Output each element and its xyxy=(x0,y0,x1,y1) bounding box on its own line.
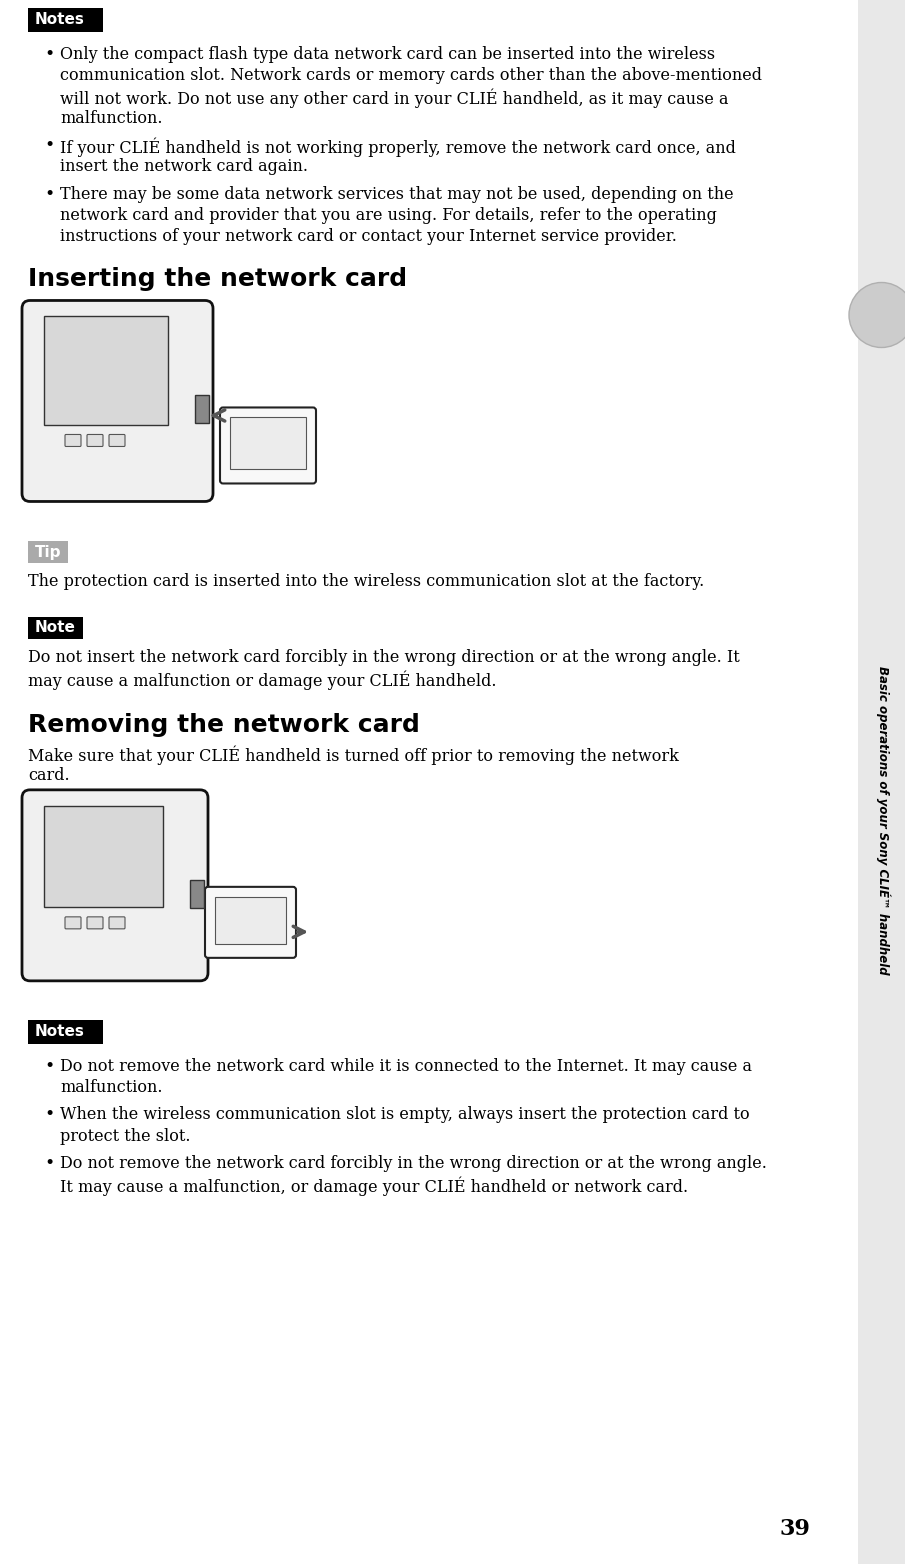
FancyBboxPatch shape xyxy=(109,435,125,446)
Text: insert the network card again.: insert the network card again. xyxy=(60,158,308,175)
FancyBboxPatch shape xyxy=(22,300,213,502)
Text: When the wireless communication slot is empty, always insert the protection card: When the wireless communication slot is … xyxy=(60,1106,749,1123)
Text: There may be some data network services that may not be used, depending on the: There may be some data network services … xyxy=(60,186,734,203)
Text: malfunction.: malfunction. xyxy=(60,1079,163,1096)
FancyBboxPatch shape xyxy=(65,917,81,929)
Text: may cause a malfunction or damage your CLIÉ handheld.: may cause a malfunction or damage your C… xyxy=(28,669,497,690)
FancyBboxPatch shape xyxy=(87,917,103,929)
FancyBboxPatch shape xyxy=(87,435,103,446)
Text: Do not remove the network card while it is connected to the Internet. It may cau: Do not remove the network card while it … xyxy=(60,1057,752,1074)
FancyBboxPatch shape xyxy=(205,887,296,957)
Text: Do not insert the network card forcibly in the wrong direction or at the wrong a: Do not insert the network card forcibly … xyxy=(28,649,739,666)
FancyBboxPatch shape xyxy=(28,1020,103,1043)
Text: It may cause a malfunction, or damage your CLIÉ handheld or network card.: It may cause a malfunction, or damage yo… xyxy=(60,1176,688,1196)
Text: •: • xyxy=(44,138,54,155)
FancyBboxPatch shape xyxy=(44,316,168,425)
Text: Notes: Notes xyxy=(35,13,85,28)
FancyBboxPatch shape xyxy=(109,917,125,929)
Text: If your CLIÉ handheld is not working properly, remove the network card once, and: If your CLIÉ handheld is not working pro… xyxy=(60,138,736,156)
Text: Note: Note xyxy=(35,621,76,635)
FancyBboxPatch shape xyxy=(220,408,316,483)
Text: 39: 39 xyxy=(779,1519,810,1541)
Text: Do not remove the network card forcibly in the wrong direction or at the wrong a: Do not remove the network card forcibly … xyxy=(60,1154,767,1171)
FancyBboxPatch shape xyxy=(65,435,81,446)
Text: communication slot. Network cards or memory cards other than the above-mentioned: communication slot. Network cards or mem… xyxy=(60,67,762,84)
Text: protect the slot.: protect the slot. xyxy=(60,1128,190,1145)
Text: Make sure that your CLIÉ handheld is turned off prior to removing the network: Make sure that your CLIÉ handheld is tur… xyxy=(28,746,679,765)
Text: instructions of your network card or contact your Internet service provider.: instructions of your network card or con… xyxy=(60,228,677,246)
FancyBboxPatch shape xyxy=(195,396,209,424)
Text: Notes: Notes xyxy=(35,1024,85,1040)
FancyBboxPatch shape xyxy=(215,896,286,943)
Text: card.: card. xyxy=(28,766,70,784)
FancyBboxPatch shape xyxy=(22,790,208,981)
Text: Tip: Tip xyxy=(35,544,62,560)
FancyBboxPatch shape xyxy=(190,881,204,907)
Text: Basic operations of your Sony CLIÉ™ handheld: Basic operations of your Sony CLIÉ™ hand… xyxy=(876,666,891,974)
Text: •: • xyxy=(44,45,54,63)
FancyBboxPatch shape xyxy=(858,0,905,1564)
FancyBboxPatch shape xyxy=(44,805,163,907)
FancyBboxPatch shape xyxy=(230,418,306,469)
Text: The protection card is inserted into the wireless communication slot at the fact: The protection card is inserted into the… xyxy=(28,574,704,591)
FancyBboxPatch shape xyxy=(28,541,68,563)
Text: will not work. Do not use any other card in your CLIÉ handheld, as it may cause : will not work. Do not use any other card… xyxy=(60,89,729,108)
Text: •: • xyxy=(44,1106,54,1123)
Text: Removing the network card: Removing the network card xyxy=(28,713,420,737)
Text: •: • xyxy=(44,186,54,203)
Text: network card and provider that you are using. For details, refer to the operatin: network card and provider that you are u… xyxy=(60,206,717,224)
Text: •: • xyxy=(44,1057,54,1074)
FancyBboxPatch shape xyxy=(28,616,83,638)
Ellipse shape xyxy=(849,283,905,347)
FancyBboxPatch shape xyxy=(28,8,103,31)
Text: Inserting the network card: Inserting the network card xyxy=(28,267,407,291)
Text: Only the compact flash type data network card can be inserted into the wireless: Only the compact flash type data network… xyxy=(60,45,715,63)
Text: •: • xyxy=(44,1154,54,1171)
Text: malfunction.: malfunction. xyxy=(60,109,163,127)
